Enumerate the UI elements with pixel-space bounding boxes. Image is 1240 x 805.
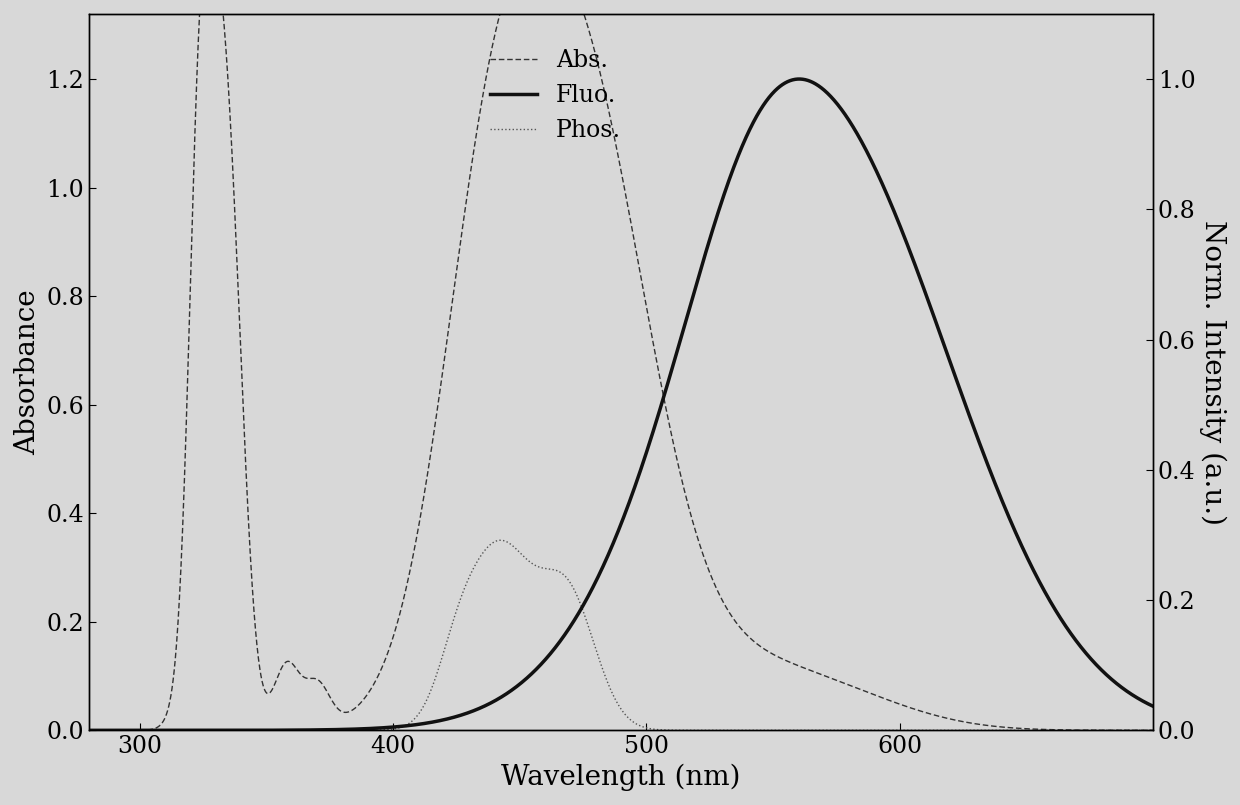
Y-axis label: Norm. Intensity (a.u.): Norm. Intensity (a.u.) bbox=[1199, 220, 1226, 525]
Abs. bbox=[82, 725, 97, 735]
Phos. bbox=[494, 535, 508, 545]
Phos. bbox=[206, 725, 221, 735]
Fluo. bbox=[1149, 704, 1164, 713]
Phos. bbox=[1149, 725, 1164, 735]
Abs. bbox=[272, 671, 286, 680]
Fluo. bbox=[1171, 711, 1185, 720]
Fluo. bbox=[270, 725, 285, 735]
Phos. bbox=[1033, 725, 1048, 735]
Phos. bbox=[500, 537, 515, 547]
Line: Abs.: Abs. bbox=[89, 0, 1178, 730]
Abs. bbox=[1149, 725, 1164, 735]
Fluo. bbox=[82, 725, 97, 735]
Phos. bbox=[270, 725, 285, 735]
Fluo. bbox=[547, 644, 562, 654]
Fluo. bbox=[1033, 578, 1048, 588]
Legend: Abs., Fluo., Phos.: Abs., Fluo., Phos. bbox=[480, 40, 630, 151]
X-axis label: Wavelength (nm): Wavelength (nm) bbox=[501, 764, 740, 791]
Abs. bbox=[1033, 724, 1048, 734]
Fluo. bbox=[791, 74, 806, 84]
Fluo. bbox=[500, 689, 515, 699]
Fluo. bbox=[206, 725, 221, 735]
Y-axis label: Absorbance: Absorbance bbox=[14, 289, 41, 455]
Line: Phos.: Phos. bbox=[89, 540, 1178, 730]
Phos. bbox=[82, 725, 97, 735]
Abs. bbox=[1171, 725, 1185, 735]
Line: Fluo.: Fluo. bbox=[89, 79, 1178, 730]
Phos. bbox=[1171, 725, 1185, 735]
Phos. bbox=[547, 565, 562, 575]
